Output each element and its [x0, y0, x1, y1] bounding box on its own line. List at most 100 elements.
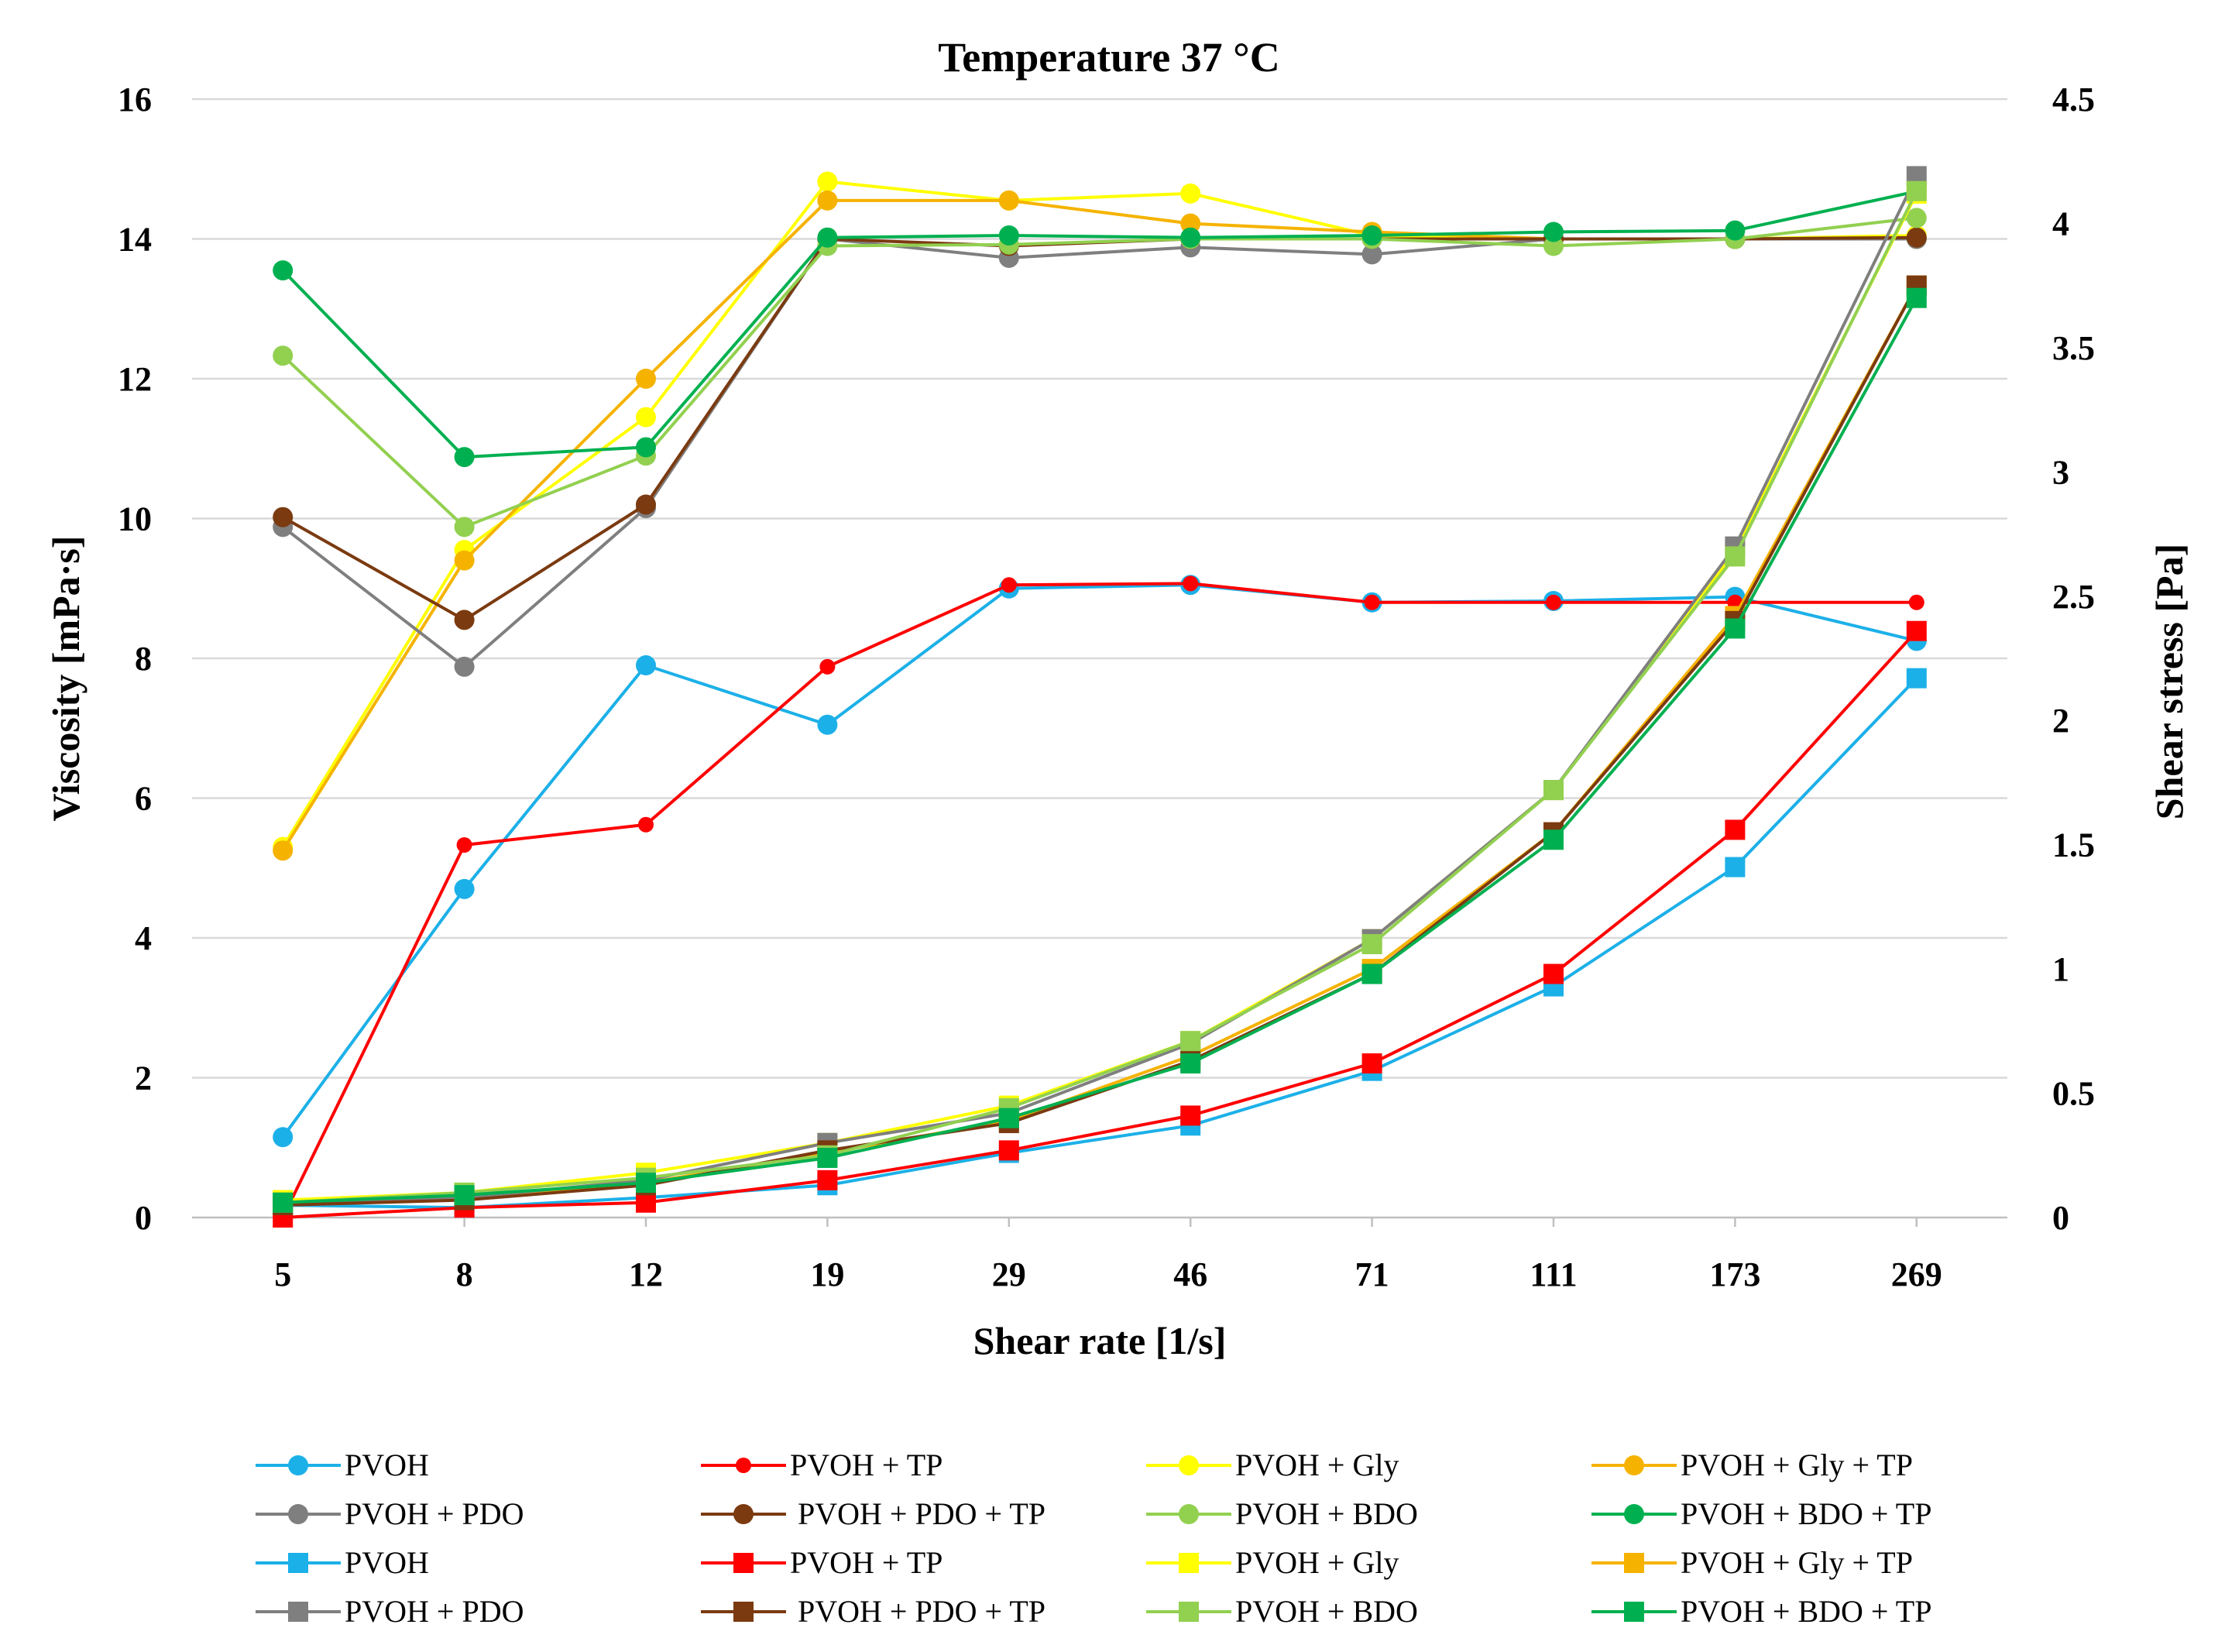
viscosity-pvoh-bdo-tp-line: [281, 190, 1918, 459]
viscosity-pvoh-tp-series: [275, 575, 1924, 1225]
viscosity-pvoh-bdo-tp-point: [1543, 222, 1564, 242]
viscosity-pvoh-gly-tp-point: [273, 840, 294, 861]
viscosity-pvoh-pdo-tp-line: [282, 235, 1917, 622]
legend-viscosity-pvoh-bdo-tp-label: PVOH + BDO + TP: [1681, 1496, 1931, 1531]
legend-viscosity-pvoh-swatch-point: [288, 1455, 308, 1475]
right-axis-ticks: 0 0.5 1 1.5 2 2.5 3 3.5 4 4.5: [2052, 81, 2095, 1237]
x-tick-label: 29: [992, 1255, 1026, 1293]
shear-stress-pvoh-pdo-series: [273, 166, 1927, 1215]
viscosity-pvoh-line: [281, 583, 1918, 1139]
legend-shear-stress-pvoh-bdo-label: PVOH + BDO: [1235, 1594, 1418, 1629]
shear-stress-pvoh-bdo-series: [273, 180, 1927, 1213]
left-axis-ticks: 0 2 4 6 8 10 12 14 16: [118, 81, 152, 1237]
legend-shear-stress-pvoh-gly-swatch-point: [1179, 1553, 1199, 1573]
legend-viscosity-pvoh-pdo-swatch-point: [288, 1504, 308, 1524]
legend-shear-stress-pvoh-bdo-swatch-point: [1179, 1602, 1199, 1622]
shear-stress-pvoh-bdo-tp-point: [273, 1192, 294, 1213]
legend-shear-stress-pvoh-pdo-tp-swatch-point: [733, 1602, 754, 1622]
legend-viscosity-pvoh-gly-label: PVOH + Gly: [1235, 1448, 1399, 1482]
legend-viscosity-pvoh-bdo-tp-swatch-point: [1624, 1504, 1644, 1524]
viscosity-pvoh-tp-point: [456, 836, 472, 853]
viscosity-pvoh-pdo-point: [454, 656, 475, 677]
viscosity-pvoh-pdo-tp-point: [1906, 227, 1927, 248]
legend-viscosity-pvoh-gly: PVOH + Gly: [1146, 1448, 1399, 1482]
x-tick-label: 5: [274, 1255, 291, 1293]
legend-shear-stress-pvoh-gly-tp-label: PVOH + Gly + TP: [1681, 1545, 1913, 1580]
viscosity-pvoh-bdo-point: [1906, 208, 1927, 228]
y-axis-left-title: Viscosity [mPa·s]: [44, 536, 88, 822]
shear-stress-pvoh-bdo-tp-point: [1906, 287, 1927, 308]
legend-viscosity-pvoh-pdo-tp-label: PVOH + PDO + TP: [790, 1496, 1045, 1531]
legend-viscosity-pvoh-pdo-tp-swatch-point: [733, 1504, 754, 1524]
viscosity-pvoh-bdo-tp-point: [1725, 220, 1746, 241]
legend-viscosity-pvoh-bdo-swatch-point: [1179, 1504, 1199, 1524]
shear-stress-pvoh-bdo-tp-point: [817, 1147, 838, 1168]
shear-stress-pvoh-tp-point: [1543, 963, 1564, 984]
legend-viscosity-pvoh-tp-swatch-point: [736, 1458, 751, 1473]
legend-shear-stress-pvoh-gly-tp-swatch-point: [1624, 1553, 1644, 1573]
viscosity-pvoh-bdo-tp-point: [1361, 225, 1382, 246]
legend-viscosity-pvoh-bdo-label: PVOH + BDO: [1235, 1496, 1418, 1531]
viscosity-pvoh-point: [273, 1127, 294, 1148]
viscosity-pvoh-bdo-tp-point: [636, 437, 656, 458]
legend-viscosity-pvoh-gly-tp-label: PVOH + Gly + TP: [1681, 1448, 1913, 1482]
chart-title: Temperature 37 °C: [938, 34, 1280, 81]
x-tick-label: 71: [1355, 1255, 1389, 1293]
shear-stress-pvoh-bdo-point: [1361, 934, 1382, 955]
legend-shear-stress-pvoh-pdo-label: PVOH + PDO: [345, 1594, 524, 1629]
viscosity-pvoh-tp-point: [819, 658, 836, 675]
shear-stress-pvoh-tp-point: [1180, 1105, 1201, 1126]
y-left-tick-label: 8: [135, 640, 152, 678]
viscosity-pvoh-bdo-line: [281, 216, 1918, 529]
legend-viscosity-pvoh-gly-swatch-point: [1179, 1455, 1199, 1475]
shear-stress-pvoh-gly-tp-line: [283, 284, 1918, 1204]
legend-viscosity-pvoh-bdo-tp: PVOH + BDO + TP: [1591, 1496, 1931, 1531]
viscosity-pvoh-gly-tp-series: [273, 190, 1927, 861]
shear-stress-pvoh-tp-line: [283, 630, 1918, 1219]
shear-stress-pvoh-bdo-tp-point: [998, 1108, 1019, 1128]
legend-shear-stress-pvoh-swatch-point: [288, 1553, 308, 1573]
y-right-tick-label: 2.5: [2052, 578, 2095, 616]
y-right-tick-label: 0.5: [2052, 1075, 2095, 1113]
viscosity-pvoh-gly-tp-point: [817, 190, 838, 211]
shear-stress-pvoh-bdo-point: [1725, 546, 1746, 567]
viscosity-pvoh-tp-line: [281, 582, 1917, 1218]
y-left-tick-label: 0: [135, 1199, 152, 1237]
x-tick-label: 269: [1891, 1255, 1942, 1293]
y-right-tick-label: 3: [2052, 453, 2069, 491]
legend-viscosity-pvoh: PVOH: [256, 1448, 429, 1482]
y-left-tick-label: 4: [135, 919, 152, 957]
viscosity-pvoh-series: [273, 575, 1927, 1148]
viscosity-pvoh-tp-point: [1364, 594, 1380, 610]
y-left-tick-label: 6: [135, 780, 152, 818]
y-left-tick-label: 16: [118, 81, 152, 118]
viscosity-pvoh-bdo-tp-point: [454, 447, 475, 468]
y-right-tick-label: 1.5: [2052, 826, 2095, 864]
y-left-tick-label: 2: [135, 1060, 152, 1097]
viscosity-pvoh-tp-point: [1546, 594, 1561, 610]
x-tick-label: 173: [1709, 1255, 1760, 1293]
y-right-tick-label: 4.5: [2052, 81, 2095, 118]
shear-stress-pvoh-bdo-tp-series: [273, 287, 1927, 1213]
legend-shear-stress-pvoh-pdo: PVOH + PDO: [256, 1594, 524, 1629]
legend-viscosity-pvoh-tp-label: PVOH + TP: [790, 1448, 942, 1482]
viscosity-pvoh-point: [817, 714, 838, 735]
viscosity-pvoh-gly-point: [1180, 183, 1201, 204]
legend-viscosity-pvoh-pdo: PVOH + PDO: [256, 1496, 524, 1531]
viscosity-pvoh-pdo-tp-series: [273, 227, 1927, 630]
viscosity-pvoh-bdo-tp-point: [1180, 227, 1201, 248]
legend-viscosity-pvoh-bdo: PVOH + BDO: [1146, 1496, 1418, 1531]
legend-shear-stress-pvoh-gly: PVOH + Gly: [1146, 1545, 1399, 1580]
shear-stress-pvoh-bdo-point: [1906, 180, 1927, 201]
shear-stress-pvoh-point: [1725, 857, 1746, 878]
shear-stress-pvoh-tp-point: [1906, 620, 1927, 641]
viscosity-pvoh-pdo-tp-point: [454, 610, 475, 630]
legend-shear-stress-pvoh-label: PVOH: [345, 1545, 429, 1580]
viscosity-pvoh-pdo-tp-point: [273, 507, 294, 527]
y-right-tick-label: 4: [2052, 204, 2069, 242]
legend-shear-stress-pvoh-bdo-tp-label: PVOH + BDO + TP: [1681, 1594, 1931, 1629]
viscosity-pvoh-bdo-tp-point: [998, 225, 1019, 246]
viscosity-pvoh-gly-point: [817, 171, 838, 192]
x-tick-label: 46: [1173, 1255, 1207, 1293]
